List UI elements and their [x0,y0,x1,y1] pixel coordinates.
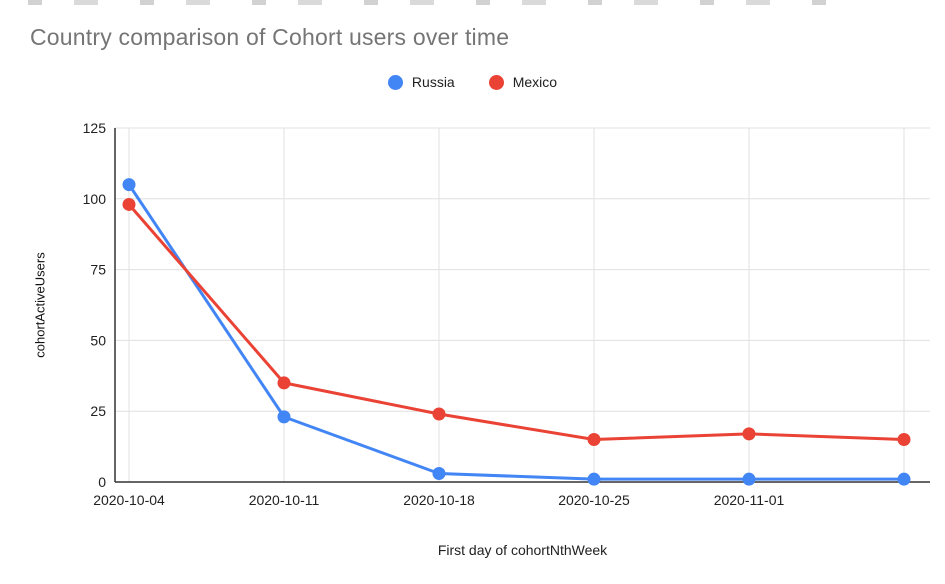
svg-text:2020-10-18: 2020-10-18 [403,492,475,508]
svg-text:50: 50 [90,332,106,348]
legend-dot-mexico [488,74,504,90]
x-axis-title: First day of cohortNthWeek [437,542,608,558]
legend-label-mexico: Mexico [512,74,558,90]
cropped-ui-remnant [28,0,828,5]
svg-text:0: 0 [98,474,106,490]
svg-text:75: 75 [90,262,106,278]
svg-text:125: 125 [83,120,107,136]
svg-text:2020-10-11: 2020-10-11 [249,492,320,508]
legend-item-russia[interactable]: Russia [387,74,455,90]
legend-dot-russia [387,74,403,90]
svg-text:2020-10-25: 2020-10-25 [558,492,630,508]
chart-title: Country comparison of Cohort users over … [30,24,510,50]
svg-text:25: 25 [90,403,106,419]
svg-text:2020-10-04: 2020-10-04 [93,492,165,508]
svg-text:2020-11-01: 2020-11-01 [714,492,785,508]
legend-label-russia: Russia [411,74,455,90]
chart-legend: Russia Mexico [0,74,945,90]
legend-item-mexico[interactable]: Mexico [488,74,558,90]
y-axis-title: cohortActiveUsers [32,252,48,358]
svg-text:100: 100 [83,191,107,207]
